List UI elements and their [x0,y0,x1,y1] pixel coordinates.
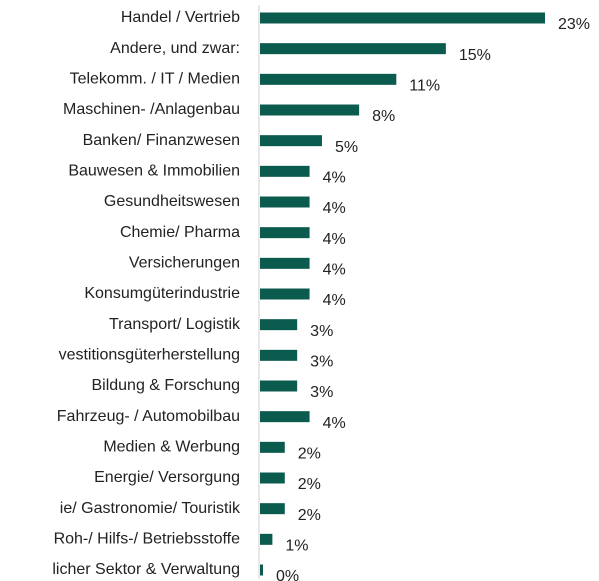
category-label: licher Sektor & Verwaltung [52,561,240,578]
bar [260,105,359,116]
category-label: Energie/ Versorgung [94,469,240,486]
bar [260,503,285,514]
bar [260,442,285,453]
category-label: Medien & Werbung [103,439,240,456]
value-label: 4% [323,292,346,309]
category-label: Andere, und zwar: [110,40,240,57]
bar [260,227,310,238]
bar [260,411,310,422]
category-label: Bauwesen & Immobilien [68,163,240,180]
bar [260,381,297,392]
category-label: Maschinen- /Anlagenbau [63,101,240,118]
value-label: 4% [323,170,346,187]
category-label: Banken/ Finanzwesen [83,132,240,149]
value-label: 4% [323,415,346,432]
category-label: Chemie/ Pharma [120,224,240,241]
bar [260,135,322,146]
bar [260,565,263,576]
category-label: Telekomm. / IT / Medien [70,71,240,88]
category-label: Gesundheitswesen [104,193,240,210]
category-label: Roh-/ Hilfs-/ Betriebsstoffe [54,531,241,548]
bar [260,319,297,330]
value-label: 15% [459,47,491,64]
bar [260,13,545,24]
value-label: 5% [335,139,358,156]
value-label: 4% [323,262,346,279]
bar [260,473,285,484]
value-label: 3% [310,323,333,340]
value-label: 8% [372,108,395,125]
value-label: 4% [323,200,346,217]
category-label: Bildung & Forschung [91,377,240,394]
category-label: ie/ Gastronomie/ Touristik [60,500,241,517]
value-label: 3% [310,354,333,371]
bar [260,197,310,208]
bar [260,74,396,85]
category-label: Versicherungen [129,255,240,272]
chart: Handel / Vertrieb 23% Andere, und zwar: 15%… [0,0,599,581]
bar [260,534,272,545]
value-label: 2% [298,446,321,463]
bar [260,166,310,177]
category-label: Fahrzeug- / Automobilbau [57,408,240,425]
bar [260,289,310,300]
bar [260,258,310,269]
value-label: 0% [276,568,299,581]
value-label: 4% [323,231,346,248]
category-label: Konsumgüterindustrie [84,285,240,302]
value-label: 3% [310,384,333,401]
value-label: 2% [298,476,321,493]
bar [260,43,446,54]
value-label: 1% [285,538,308,555]
category-label: vestitionsgüterherstellung [59,347,240,364]
value-label: 23% [558,16,590,33]
value-label: 11% [409,78,440,95]
category-label: Handel / Vertrieb [121,9,240,26]
category-label: Transport/ Logistik [109,316,241,333]
bar [260,350,297,361]
value-label: 2% [298,507,321,524]
